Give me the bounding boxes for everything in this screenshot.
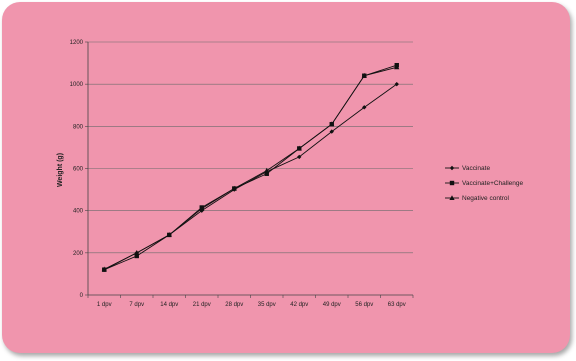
data-point [296, 145, 302, 151]
legend-item: Negative control [445, 195, 510, 202]
data-point [134, 253, 139, 259]
series-vaccinate [102, 81, 399, 272]
series-line [104, 66, 397, 270]
series-line [104, 64, 397, 271]
legend-marker [449, 195, 455, 200]
data-point [264, 167, 270, 173]
series-lines [101, 62, 400, 272]
legend-label: Negative control [462, 195, 510, 202]
y-tick-label: 0 [80, 293, 84, 299]
series-negative-control [101, 64, 400, 272]
data-point [199, 205, 205, 211]
x-tick-label: 1 dpv [97, 302, 112, 308]
data-point [297, 154, 302, 160]
chart-card [2, 2, 570, 353]
x-tick-label: 14 dpv [160, 302, 178, 308]
x-tick-label: 35 dpv [258, 302, 276, 308]
data-point [329, 121, 335, 127]
data-point [361, 72, 367, 78]
x-tick-label: 7 dpv [129, 302, 144, 308]
series-line [104, 83, 398, 271]
y-tick-label: 600 [73, 167, 84, 173]
data-point [101, 266, 107, 272]
legend-item: Vaccinate [445, 165, 490, 172]
x-tick-label: 42 dpv [290, 302, 308, 308]
data-point [394, 64, 400, 70]
y-tick-label: 1000 [70, 82, 84, 88]
legend: Vaccinate Vaccinate+Challenge Negative con… [445, 165, 524, 202]
series-vaccinate-challenge [102, 62, 399, 272]
legend-marker [449, 165, 455, 171]
data-point [134, 250, 140, 255]
axes: 0 200 400 600 800 1000 1200 1 dpv 7 dpv 14 dpv 21 … [70, 40, 414, 308]
y-tick-label: 800 [73, 124, 84, 130]
data-point [394, 81, 399, 87]
legend-label: Vaccinate+Challenge [462, 180, 524, 187]
data-point [199, 208, 204, 213]
data-point [231, 185, 237, 191]
data-point [329, 129, 334, 134]
legend-item: Vaccinate+Challenge [445, 180, 524, 187]
data-point [264, 171, 269, 176]
x-tick-label: 56 dpv [355, 302, 373, 308]
y-tick-label: 200 [73, 251, 84, 257]
x-tick-label: 28 dpv [225, 302, 243, 308]
data-point [362, 105, 367, 110]
legend-label: Vaccinate [462, 165, 490, 172]
data-point [166, 232, 172, 237]
y-axis-label: Weight (g) [57, 153, 64, 187]
y-tick-label: 400 [73, 209, 84, 215]
legend-marker [449, 180, 455, 186]
x-tick-label: 49 dpv [323, 302, 341, 308]
y-tick-label: 1200 [70, 40, 84, 46]
x-tick-label: 63 dpv [388, 302, 406, 308]
x-tick-label: 21 dpv [193, 302, 211, 308]
